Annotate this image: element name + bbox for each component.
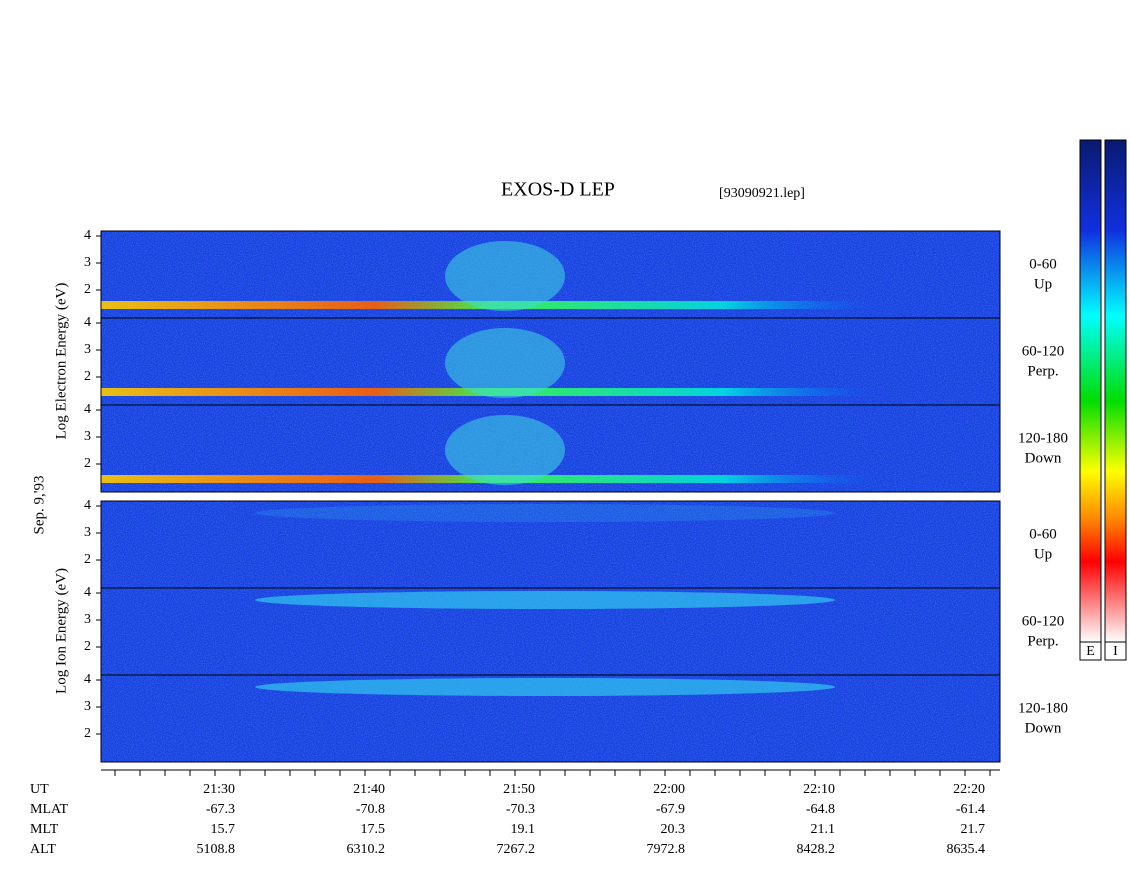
y-tick-label: 3 [84,699,91,714]
y-tick-label: 3 [84,342,91,357]
file-name: [93090921.lep] [719,186,805,201]
colorbar-box [1079,641,1102,661]
y-tick-label: 4 [84,672,91,687]
channel-direction: Up [1034,546,1052,562]
row-label: MLT [30,822,59,837]
y-tick-label: 3 [84,429,91,444]
channel-range: 60-120 [1022,613,1065,629]
x-label: 15.7 [211,822,236,837]
y-tick-label: 3 [84,612,91,627]
x-label: 7972.8 [647,842,686,857]
y-tick-label: 2 [84,726,91,741]
colorbar-e [1079,139,1102,643]
panel-frame [100,230,1001,493]
x-label: -64.8 [806,802,835,817]
x-label: 22:10 [803,782,835,797]
x-label: 8635.4 [947,842,986,857]
x-label: 17.5 [361,822,386,837]
y-tick-label: 2 [84,282,91,297]
panel-frame [100,500,1001,763]
x-label: 19.1 [511,822,536,837]
x-label: 20.3 [661,822,686,837]
spectrogram-band [255,678,835,696]
x-label: 7267.2 [497,842,536,857]
x-label: 5108.8 [197,842,236,857]
y-tick-label: 2 [84,552,91,567]
spectrogram-band [255,591,835,609]
y-tick-label: 2 [84,639,91,654]
channel-range: 0-60 [1029,256,1057,272]
channel-range: 60-120 [1022,343,1065,359]
x-label: -70.3 [506,802,535,817]
panel-group: 4 3 2 0-60 Up 4 3 2 60-120 Perp. 4 3 2 120-180 Down [84,498,1068,763]
title: EXOS-D LEP [501,179,615,201]
x-label: 21.1 [811,822,836,837]
channel-range: 120-180 [1018,700,1068,716]
spectrogram-band [445,415,565,485]
date-label: Sep. 9,'93 [31,476,47,535]
x-label: -61.4 [956,802,985,817]
colorbar-label: E [1086,644,1095,659]
colorbars: E I [1079,139,1127,661]
y-tick-label: 2 [84,369,91,384]
spectrogram-band [255,504,835,522]
y-tick-label: 4 [84,585,91,600]
row-label: ALT [30,842,56,857]
y-tick-label: 4 [84,228,91,243]
panel-group: 4 3 2 0-60 Up 4 3 2 60-120 Perp. 4 3 2 120-180 Down [84,228,1068,493]
colorbar-box [1104,641,1127,661]
y-tick-label: 4 [84,315,91,330]
channel-range: 0-60 [1029,526,1057,542]
y-tick-label: 3 [84,525,91,540]
channel-direction: Perp. [1027,363,1058,379]
x-label: 21:30 [203,782,235,797]
channel-range: 120-180 [1018,430,1068,446]
x-label: 21:50 [503,782,535,797]
x-label: 22:20 [953,782,985,797]
panels: 4 3 2 0-60 Up 4 3 2 60-120 Perp. 4 3 2 120-180 Down 4 3 2… [84,228,1068,763]
spectrogram-band [445,328,565,398]
y-tick-label: 4 [84,402,91,417]
x-label: 21:40 [353,782,385,797]
channel-direction: Up [1034,276,1052,292]
y-axis-label: Log Ion Energy (eV) [53,568,69,694]
x-label: -67.9 [656,802,685,817]
colorbar-label: I [1113,644,1118,659]
y-axis-label: Log Electron Energy (eV) [53,283,69,440]
spectrogram-noise [101,501,1000,762]
x-label: -70.8 [356,802,385,817]
y-tick-label: 3 [84,255,91,270]
x-label: 8428.2 [797,842,836,857]
row-label: UT [30,782,49,797]
channel-direction: Down [1025,720,1062,736]
channel-direction: Down [1025,450,1062,466]
channel-direction: Perp. [1027,633,1058,649]
x-label: -67.3 [206,802,235,817]
spectrogram-band [445,241,565,311]
x-label: 21.7 [961,822,986,837]
x-label: 22:00 [653,782,685,797]
y-tick-label: 2 [84,456,91,471]
x-label: 6310.2 [347,842,386,857]
y-tick-label: 4 [84,498,91,513]
row-label: MLAT [30,802,69,817]
x-axis-labels: UT MLAT MLT ALT 21:30 -67.3 15.7 5108.8 21:40 -70… [30,770,991,857]
colorbar-i [1104,139,1127,643]
